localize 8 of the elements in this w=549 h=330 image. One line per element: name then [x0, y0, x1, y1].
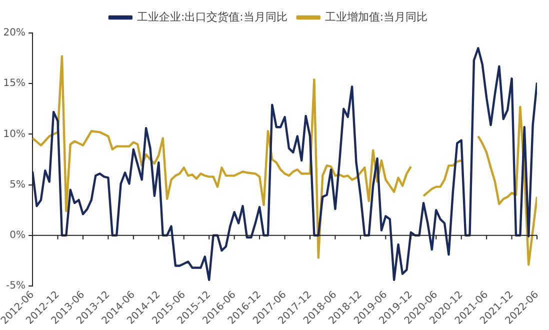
y-tick-label: 0%	[10, 230, 26, 241]
legend-label: 工业增加值:当月同比	[324, 10, 428, 24]
y-tick-label: 15%	[3, 78, 26, 90]
legend-label: 工业企业:出口交货值:当月同比	[136, 10, 288, 24]
y-tick-label: 20%	[3, 28, 26, 39]
y-tick-label: -5%	[6, 280, 26, 292]
y-tick-label: 10%	[3, 128, 26, 140]
y-tick-label: 5%	[10, 179, 26, 190]
